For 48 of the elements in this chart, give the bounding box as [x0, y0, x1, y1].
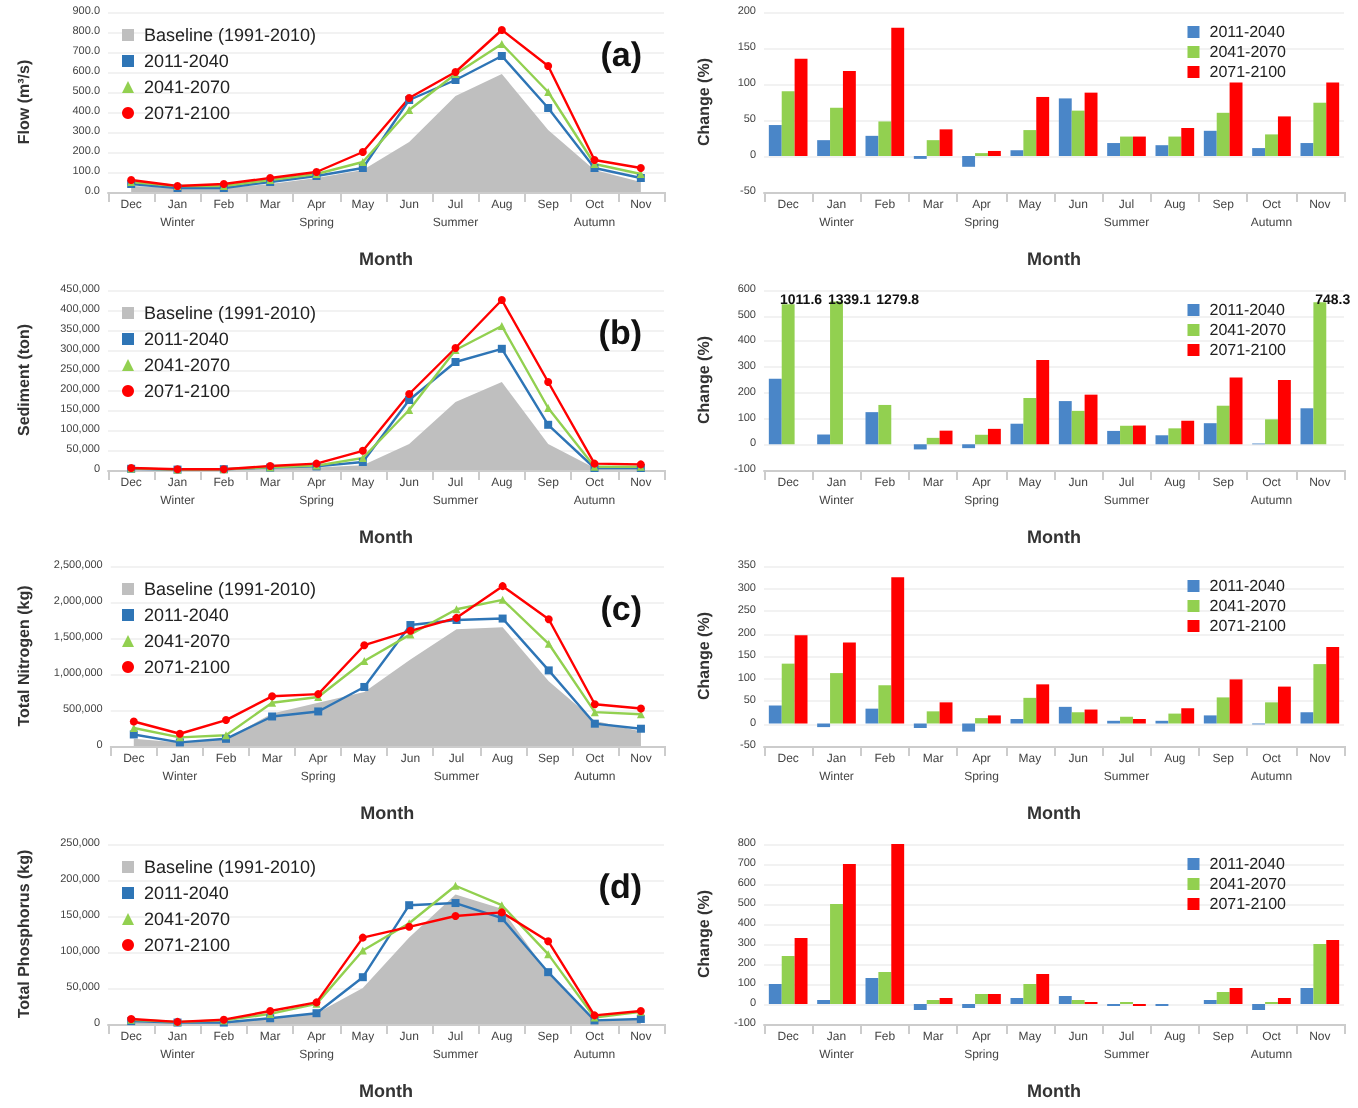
legend-label: Baseline (1991-2010): [144, 302, 317, 322]
text: (b): [598, 313, 643, 351]
text: (d): [598, 867, 643, 905]
legend-label: Baseline (1991-2010): [144, 25, 317, 45]
x-axis-title: Month: [359, 1080, 413, 1100]
legend-label: 2041-2070: [144, 354, 231, 374]
legend-label: 2011-2040: [1208, 854, 1285, 872]
legend-label: 2041-2070: [1208, 874, 1287, 892]
legend-label: 2071-2100: [1208, 617, 1287, 635]
y-axis-title: Change (%): [694, 334, 712, 423]
legend-label: 2011-2040: [1208, 23, 1285, 41]
x-axis-title: Month: [359, 249, 413, 269]
legend-label: 2011-2040: [144, 605, 229, 625]
legend-label: 2041-2070: [144, 908, 231, 928]
text: (a): [600, 36, 643, 74]
x-axis-title: Month: [1026, 526, 1080, 546]
legend-label: 2071-2100: [1208, 894, 1287, 912]
legend-label: 2011-2040: [144, 51, 229, 71]
legend-label: 2041-2070: [1208, 597, 1287, 615]
y-axis-title: Total Nitrogen (kg): [15, 584, 33, 727]
legend-label: 2011-2040: [1208, 300, 1285, 318]
y-axis-title: Sediment (ton): [15, 322, 33, 435]
legend-label: 2041-2070: [1208, 320, 1287, 338]
legend-label: 2041-2070: [1208, 43, 1287, 61]
legend-label: Baseline (1991-2010): [144, 579, 317, 599]
y-axis-title: Change (%): [694, 888, 712, 977]
x-axis-title: Month: [1026, 803, 1080, 823]
y-axis-title: Change (%): [694, 57, 712, 146]
legend-label: 2071-2100: [144, 934, 231, 954]
x-axis-title: Month: [359, 526, 413, 546]
legend-label: 2041-2070: [144, 631, 231, 651]
y-axis-title: Total Phosphorus (kg): [15, 848, 33, 1018]
x-axis-title: Month: [360, 803, 415, 823]
legend-label: 2011-2040: [1208, 577, 1285, 595]
legend-label: 2041-2070: [144, 77, 231, 97]
x-axis-title: Month: [1026, 249, 1080, 269]
text: (c): [600, 590, 643, 628]
legend-label: 2071-2100: [144, 380, 231, 400]
legend-label: 2071-2100: [144, 657, 231, 677]
y-axis-title: Change (%): [694, 611, 712, 700]
legend-label: 2011-2040: [144, 328, 229, 348]
legend-label: Baseline (1991-2010): [144, 856, 317, 876]
legend-label: 2011-2040: [144, 882, 229, 902]
legend-label: 2071-2100: [144, 103, 231, 123]
x-axis-title: Month: [1026, 1080, 1080, 1100]
y-axis-title: Flow (m³/s): [15, 59, 33, 145]
legend-label: 2071-2100: [1208, 340, 1287, 358]
legend-label: 2071-2100: [1208, 63, 1287, 81]
